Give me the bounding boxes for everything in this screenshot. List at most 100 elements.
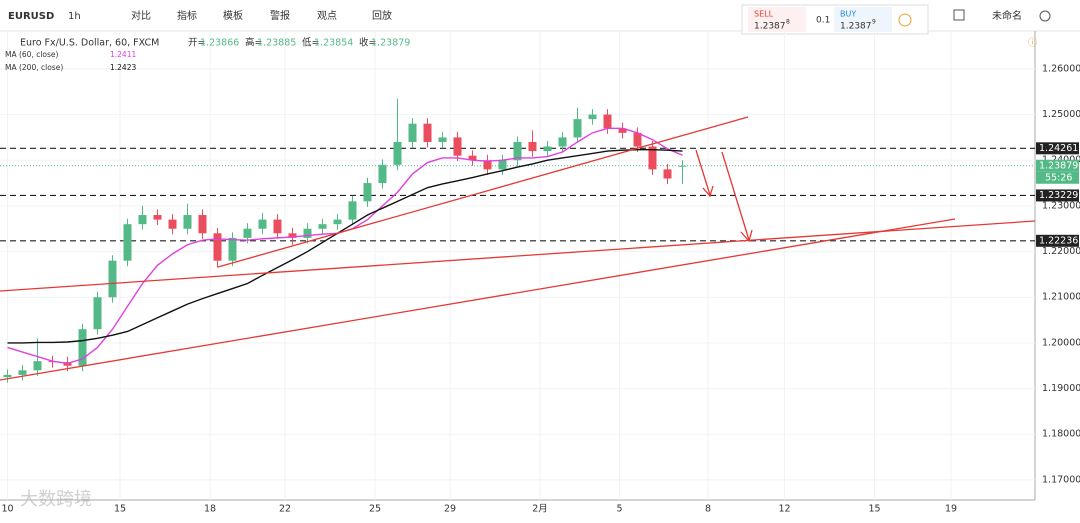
info-icon[interactable]	[898, 13, 912, 27]
candle-body	[228, 237, 237, 261]
level-tag	[1036, 142, 1079, 155]
candle-body	[618, 128, 627, 133]
candle-body	[123, 224, 132, 261]
compare[interactable]: 对比	[131, 9, 151, 22]
arrow-head	[702, 185, 714, 198]
candle-body	[198, 215, 207, 234]
candle-body	[138, 215, 147, 225]
replay[interactable]: 回放	[372, 9, 392, 22]
buy-button[interactable]	[834, 7, 892, 32]
alert-icon: ⓘ	[1028, 38, 1037, 49]
candle-body	[648, 146, 657, 170]
candle-body	[423, 123, 432, 142]
buy-pip: 9	[872, 19, 876, 26]
ohlc-value: 1.23866	[200, 38, 239, 49]
level-tag	[1036, 234, 1079, 247]
checkbox[interactable]	[953, 9, 965, 21]
candle-body	[678, 165, 687, 167]
trend-line	[0, 218, 956, 381]
ohlc-value: 1.23854	[314, 38, 353, 49]
x-tick-label: 22	[279, 504, 291, 515]
indicators[interactable]: 指标	[177, 9, 197, 22]
level-label: 1.24261	[1039, 143, 1078, 154]
x-tick-label: 15	[868, 504, 880, 515]
candle-body	[348, 201, 357, 220]
countdown: 55:26	[1045, 172, 1072, 183]
watermark: 大数跨境	[20, 489, 92, 510]
y-tick-label: 1.18000	[1042, 429, 1080, 440]
candle-body	[168, 219, 177, 229]
arrow	[695, 149, 711, 196]
chart-title: Euro Fx/U.S. Dollar, 60, FXCM	[20, 38, 159, 49]
ohlc-label: 开=	[188, 38, 205, 49]
candle-body	[603, 114, 612, 129]
ohlc-value: 1.23879	[371, 38, 410, 49]
sell-button[interactable]	[748, 7, 806, 32]
candle-body	[483, 160, 492, 170]
y-tick-label: 1.19000	[1042, 383, 1080, 394]
candle-body	[288, 233, 297, 238]
candle-body	[213, 233, 222, 261]
moving-average	[7, 149, 683, 344]
candle-body	[93, 297, 102, 330]
candle-body	[393, 141, 402, 165]
templates[interactable]: 模板	[223, 9, 243, 22]
y-tick-label: 1.22000	[1042, 246, 1080, 257]
candle-body	[318, 224, 327, 229]
ohlc-value: 1.23885	[257, 38, 296, 49]
level-label: 1.22236	[1039, 235, 1078, 246]
level-tag	[1036, 189, 1079, 202]
x-tick-label: 19	[945, 504, 957, 515]
candle-body	[663, 169, 672, 179]
candle-body	[408, 123, 417, 142]
trend-line	[0, 220, 1036, 292]
x-tick-label: 8	[705, 504, 711, 515]
y-tick-label: 1.20000	[1042, 337, 1080, 348]
candle-body	[243, 228, 252, 238]
interval[interactable]: 1h	[68, 11, 81, 22]
countdown-tag	[1036, 171, 1079, 184]
candle-body	[513, 141, 522, 161]
candle-body	[363, 183, 372, 202]
y-tick-label: 1.25000	[1042, 109, 1080, 120]
candle-body	[303, 228, 312, 238]
candle-body	[498, 160, 507, 170]
legend-value: 1.2423	[110, 63, 136, 72]
candle-body	[3, 374, 12, 378]
x-tick-label: 12	[778, 504, 790, 515]
candle-body	[258, 219, 267, 229]
y-tick-label: 1.26000	[1042, 63, 1080, 74]
buy-label: BUY	[840, 10, 856, 19]
candle-body	[573, 119, 582, 138]
x-tick-label: 10	[1, 504, 13, 515]
ohlc-label: 低=	[302, 37, 319, 49]
candle-body	[153, 215, 162, 220]
arrow-head	[740, 229, 753, 243]
level-label: 1.23229	[1039, 190, 1078, 201]
ideas[interactable]: 观点	[317, 10, 337, 22]
symbol[interactable]: EURUSD	[8, 11, 54, 22]
candle-body	[528, 141, 537, 152]
y-tick-label: 1.23000	[1042, 200, 1080, 211]
arrow	[721, 151, 750, 241]
candle-body	[333, 219, 342, 225]
alerts[interactable]: 警报	[270, 9, 290, 22]
candle-body	[183, 215, 192, 229]
settings-icon[interactable]	[1039, 10, 1051, 22]
candle-body	[78, 329, 87, 366]
legend-name: MA (60, close)	[5, 50, 59, 59]
drawings	[0, 116, 1036, 381]
x-tick-label: 5	[616, 504, 622, 515]
trend-line	[217, 116, 749, 268]
legend-name: MA (200, close)	[5, 63, 63, 72]
candle-body	[588, 114, 597, 120]
candle-body	[453, 137, 462, 156]
y-tick-label: 1.21000	[1042, 292, 1080, 303]
last-price-tag	[1036, 159, 1079, 172]
ohlc-label: 收=	[359, 37, 376, 49]
buy-price: 1.2387	[840, 22, 872, 32]
candle-body	[33, 361, 42, 371]
layout-name[interactable]: 未命名	[992, 9, 1022, 22]
x-tick-label: 29	[444, 504, 456, 515]
